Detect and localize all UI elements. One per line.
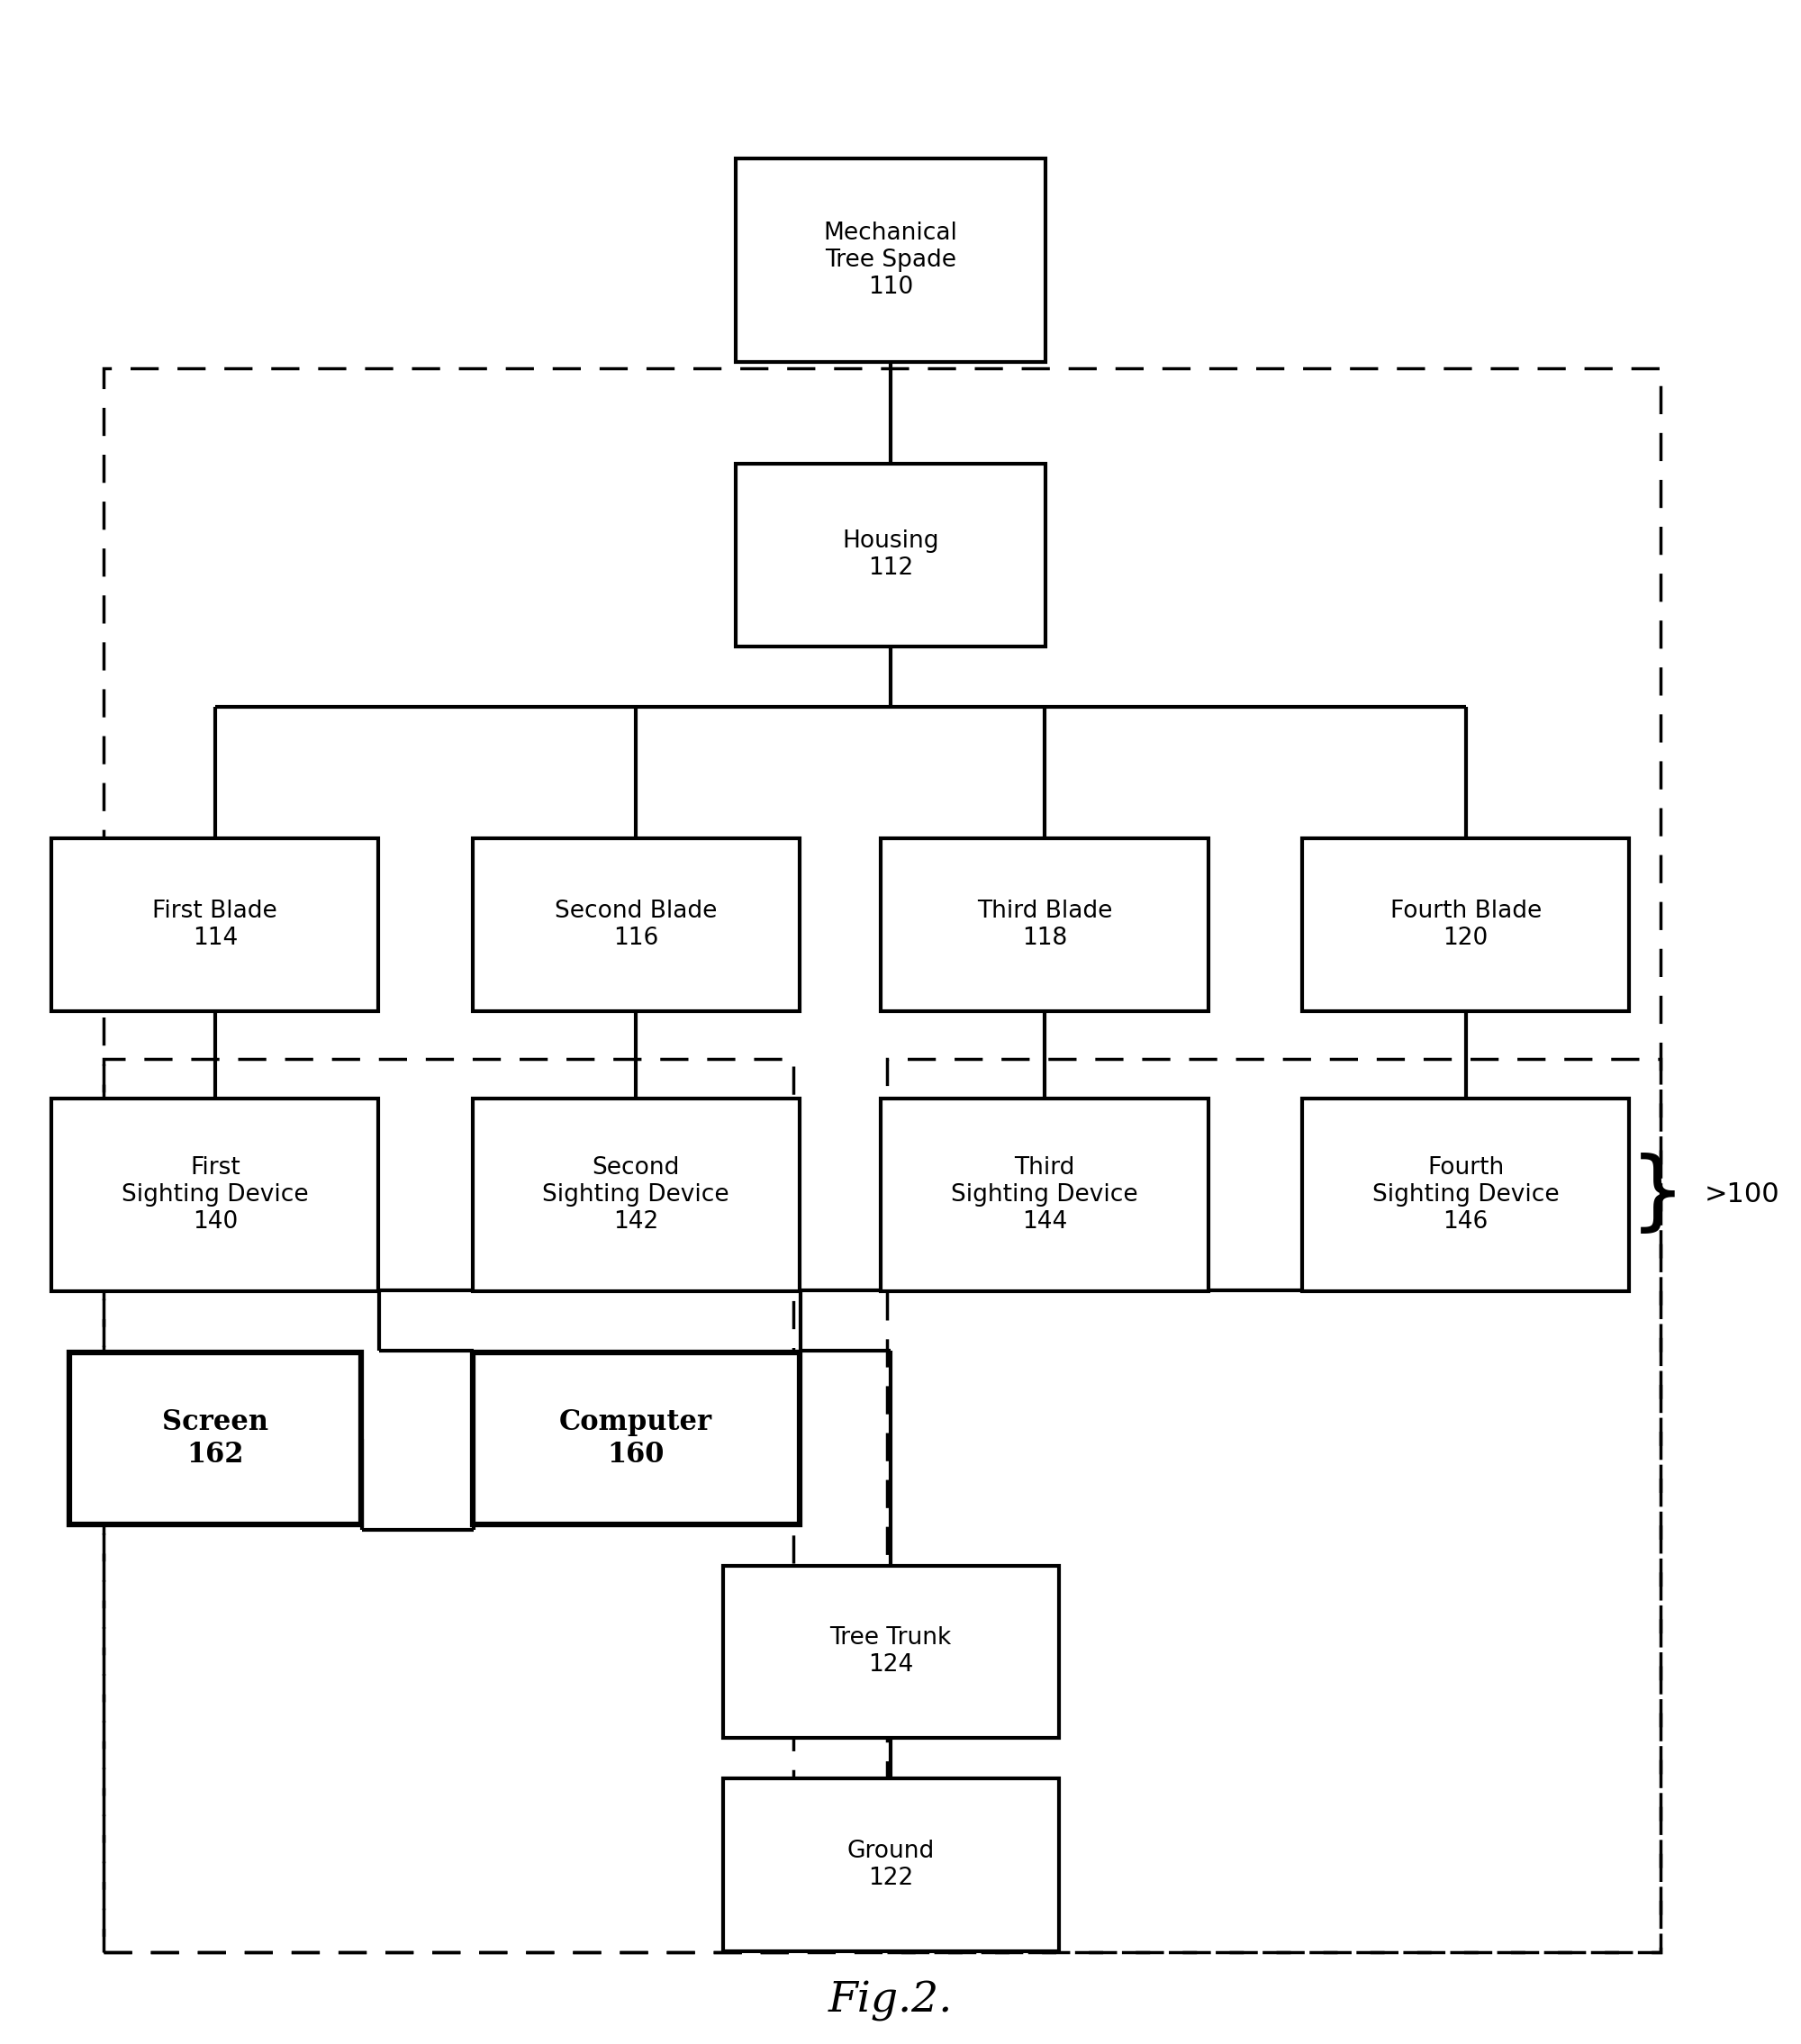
Text: Fourth
Sighting Device
146: Fourth Sighting Device 146 [1372, 1157, 1560, 1233]
FancyBboxPatch shape [722, 1778, 1059, 1952]
FancyBboxPatch shape [881, 1098, 1208, 1292]
Text: Tree Trunk
124: Tree Trunk 124 [830, 1627, 951, 1676]
Text: Second Blade
116: Second Blade 116 [555, 899, 717, 950]
Text: First
Sighting Device
140: First Sighting Device 140 [121, 1157, 308, 1233]
FancyBboxPatch shape [472, 1353, 800, 1525]
Text: Fourth Blade
120: Fourth Blade 120 [1390, 899, 1542, 950]
FancyBboxPatch shape [737, 464, 1046, 646]
Text: Housing
112: Housing 112 [843, 529, 938, 580]
Text: >100: >100 [1704, 1181, 1779, 1208]
Text: Computer
160: Computer 160 [560, 1408, 713, 1468]
FancyBboxPatch shape [881, 838, 1208, 1012]
Bar [103, 1059, 794, 1952]
Bar [103, 368, 1661, 1952]
Text: Fig.2.: Fig.2. [828, 1981, 953, 2022]
Text: Mechanical
Tree Spade
110: Mechanical Tree Spade 110 [823, 221, 958, 298]
Text: Third
Sighting Device
144: Third Sighting Device 144 [951, 1157, 1138, 1233]
FancyBboxPatch shape [472, 1098, 800, 1292]
FancyBboxPatch shape [722, 1566, 1059, 1737]
FancyBboxPatch shape [52, 1098, 378, 1292]
Bar [888, 1059, 1661, 1952]
Text: Screen
162: Screen 162 [162, 1408, 268, 1468]
FancyBboxPatch shape [737, 159, 1046, 362]
FancyBboxPatch shape [472, 838, 800, 1012]
FancyBboxPatch shape [52, 838, 378, 1012]
Text: Second
Sighting Device
142: Second Sighting Device 142 [542, 1157, 729, 1233]
Text: First Blade
114: First Blade 114 [153, 899, 277, 950]
Text: }: } [1630, 1153, 1686, 1237]
FancyBboxPatch shape [1302, 1098, 1630, 1292]
FancyBboxPatch shape [68, 1353, 360, 1525]
Text: Third Blade
118: Third Blade 118 [976, 899, 1113, 950]
Text: Ground
122: Ground 122 [846, 1840, 935, 1891]
FancyBboxPatch shape [1302, 838, 1630, 1012]
